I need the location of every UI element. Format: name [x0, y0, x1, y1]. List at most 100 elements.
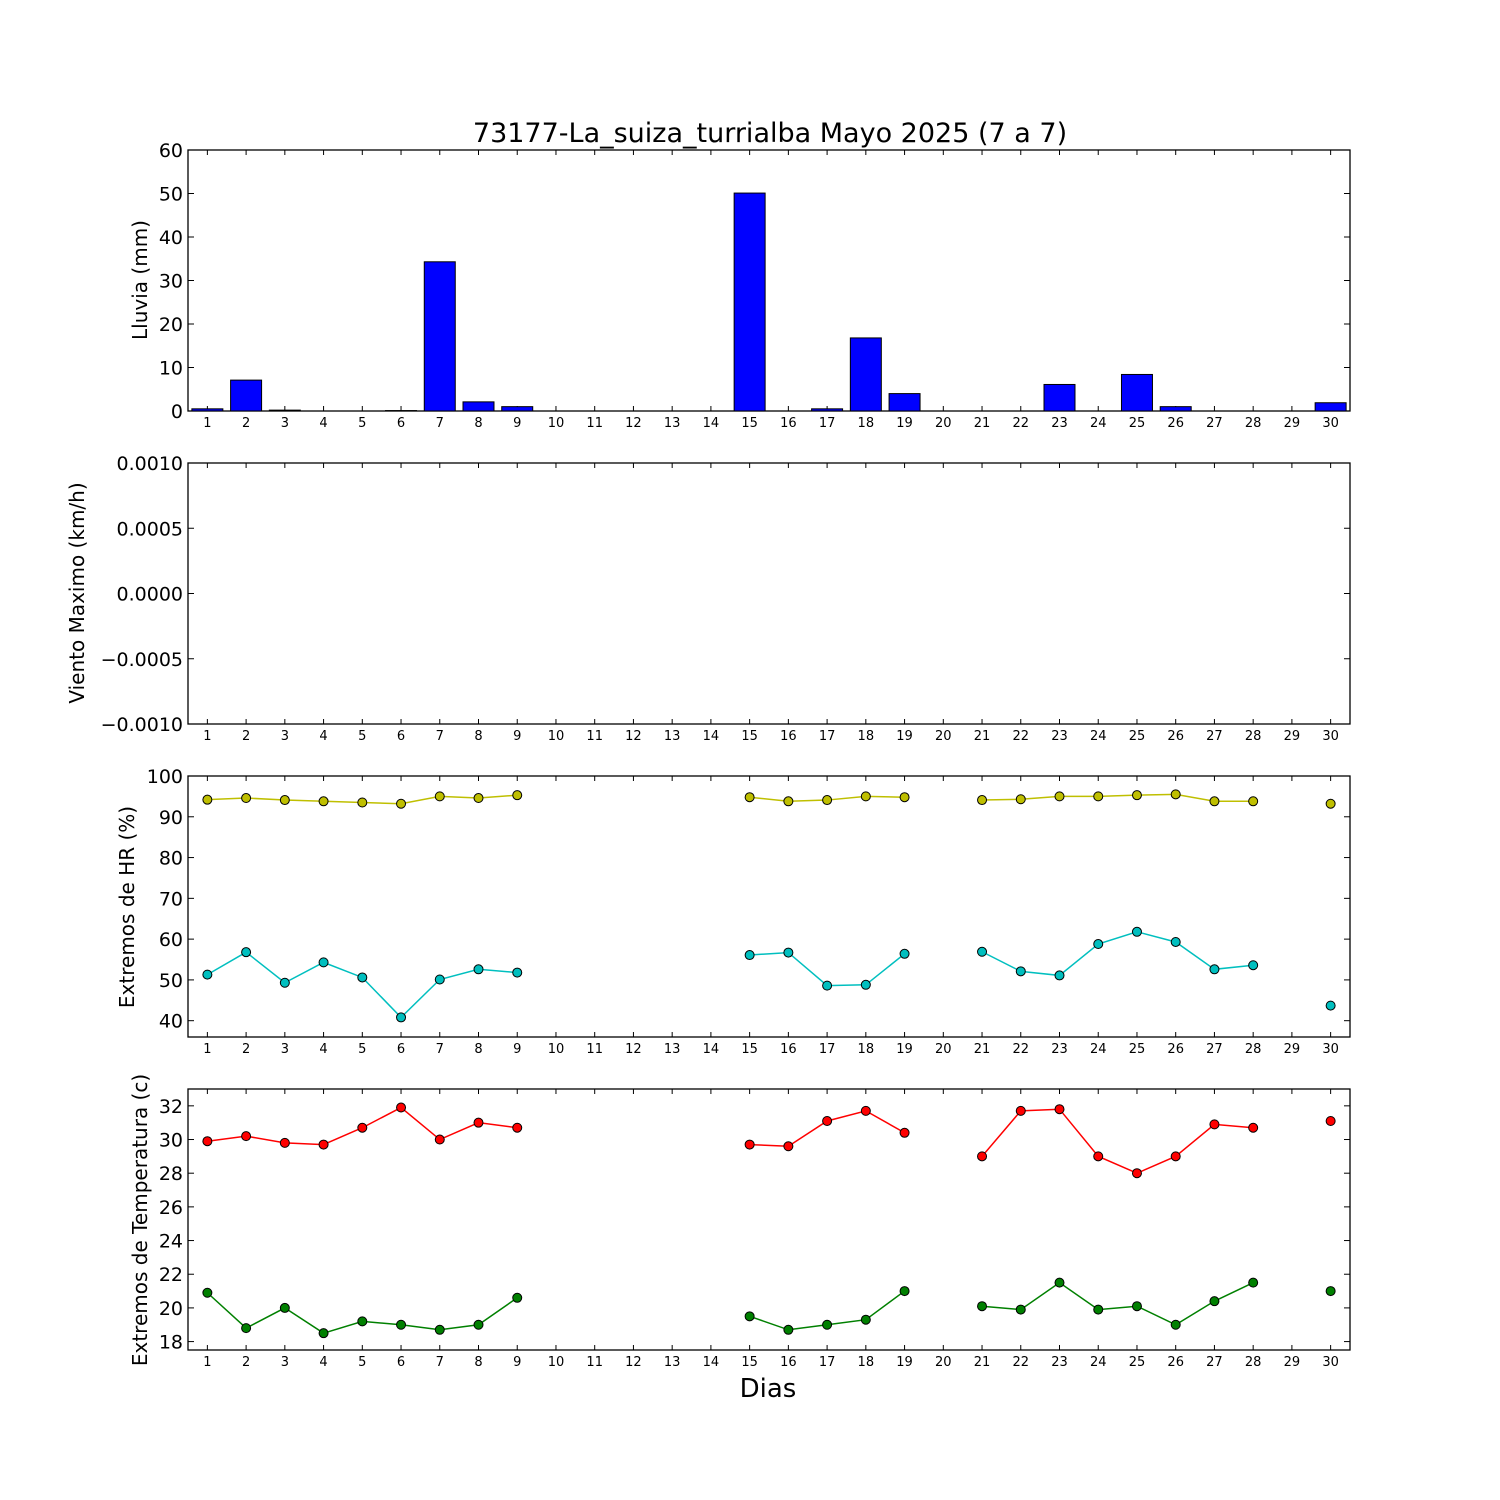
- x-tick-label: 26: [1167, 1355, 1184, 1370]
- data-point: [357, 972, 368, 983]
- x-tick-label: 28: [1245, 1355, 1262, 1370]
- data-point: [1131, 1168, 1142, 1179]
- rain-bar: [462, 401, 495, 412]
- x-tick-label: 25: [1129, 729, 1146, 744]
- rain-bar: [501, 406, 534, 412]
- data-point: [1248, 1277, 1259, 1288]
- plot-frame: [187, 775, 1351, 1038]
- data-point: [1209, 964, 1220, 975]
- data-point: [279, 1137, 290, 1148]
- x-tick-label: 3: [281, 1042, 289, 1057]
- data-point: [1170, 1319, 1181, 1330]
- x-tick-label: 10: [548, 416, 565, 431]
- rain-bar: [423, 261, 456, 412]
- rain-bar: [1159, 406, 1192, 412]
- x-tick-label: 16: [780, 1355, 797, 1370]
- data-point: [202, 969, 213, 980]
- x-tick-label: 4: [319, 1042, 327, 1057]
- x-tick-label: 4: [319, 1355, 327, 1370]
- data-point: [977, 946, 988, 957]
- x-tick-label: 20: [935, 729, 952, 744]
- x-tick-label: 26: [1167, 729, 1184, 744]
- x-tick-label: 21: [974, 1355, 991, 1370]
- y-tick-label: −0.0005: [101, 649, 183, 671]
- data-point: [1054, 970, 1065, 981]
- data-point: [783, 1141, 794, 1152]
- x-tick-label: 5: [358, 1355, 366, 1370]
- x-tick-label: 7: [436, 729, 444, 744]
- x-tick-label: 24: [1090, 1355, 1107, 1370]
- x-tick-label: 2: [242, 729, 250, 744]
- x-tick-label: 8: [474, 1042, 482, 1057]
- x-tick-label: 10: [548, 729, 565, 744]
- x-tick-label: 1: [203, 729, 211, 744]
- x-tick-label: 30: [1322, 1355, 1339, 1370]
- data-point: [860, 791, 871, 802]
- data-point: [783, 947, 794, 958]
- x-tick-label: 21: [974, 1042, 991, 1057]
- x-tick-label: 14: [703, 1355, 720, 1370]
- x-tick-label: 3: [281, 1355, 289, 1370]
- x-tick-label: 22: [1012, 729, 1029, 744]
- x-tick-label: 29: [1284, 1042, 1301, 1057]
- data-point: [1015, 966, 1026, 977]
- x-tick-label: 9: [513, 1355, 521, 1370]
- data-point: [1325, 798, 1336, 809]
- y-tick-label: 0: [171, 401, 183, 423]
- x-tick-label: 16: [780, 1042, 797, 1057]
- data-point: [1209, 796, 1220, 807]
- x-tick-label: 20: [935, 1355, 952, 1370]
- x-tick-label: 19: [896, 1355, 913, 1370]
- data-point: [899, 1286, 910, 1297]
- data-point: [202, 794, 213, 805]
- x-tick-label: 7: [436, 1355, 444, 1370]
- data-point: [1093, 939, 1104, 950]
- x-tick-label: 12: [625, 416, 642, 431]
- y-tick-label: 70: [159, 888, 183, 910]
- x-tick-label: 6: [397, 1042, 405, 1057]
- data-point: [357, 1316, 368, 1327]
- x-tick-label: 13: [664, 416, 681, 431]
- data-point: [396, 1319, 407, 1330]
- x-tick-label: 8: [474, 416, 482, 431]
- data-point: [1093, 1151, 1104, 1162]
- x-tick-label: 7: [436, 1042, 444, 1057]
- x-tick-label: 23: [1051, 416, 1068, 431]
- x-tick-label: 25: [1129, 1042, 1146, 1057]
- x-tick-label: 6: [397, 416, 405, 431]
- series-line: [981, 1108, 1254, 1175]
- data-point: [434, 1134, 445, 1145]
- data-point: [512, 1292, 523, 1303]
- data-point: [1131, 790, 1142, 801]
- x-tick-label: 10: [548, 1355, 565, 1370]
- data-point: [1054, 1277, 1065, 1288]
- y-tick-label: −0.0010: [101, 714, 183, 736]
- rain-bar: [849, 337, 882, 412]
- data-point: [396, 1012, 407, 1023]
- x-tick-label: 24: [1090, 1042, 1107, 1057]
- x-tick-label: 20: [935, 416, 952, 431]
- data-point: [1248, 796, 1259, 807]
- x-tick-label: 2: [242, 1042, 250, 1057]
- x-tick-label: 27: [1206, 416, 1223, 431]
- y-tick-label: 28: [159, 1163, 183, 1185]
- data-point: [860, 979, 871, 990]
- data-point: [1015, 1105, 1026, 1116]
- data-point: [1325, 1000, 1336, 1011]
- y-tick-label: 60: [159, 929, 183, 951]
- x-tick-label: 9: [513, 416, 521, 431]
- wind-ylabel: Viento Maximo (km/h): [65, 482, 89, 703]
- x-tick-label: 10: [548, 1042, 565, 1057]
- x-tick-label: 19: [896, 1042, 913, 1057]
- x-tick-label: 13: [664, 729, 681, 744]
- x-tick-label: 29: [1284, 416, 1301, 431]
- x-tick-label: 11: [586, 729, 603, 744]
- y-tick-label: 0.0000: [117, 584, 183, 606]
- y-tick-label: 80: [159, 848, 183, 870]
- x-tick-label: 12: [625, 1355, 642, 1370]
- x-tick-label: 3: [281, 729, 289, 744]
- data-point: [1093, 791, 1104, 802]
